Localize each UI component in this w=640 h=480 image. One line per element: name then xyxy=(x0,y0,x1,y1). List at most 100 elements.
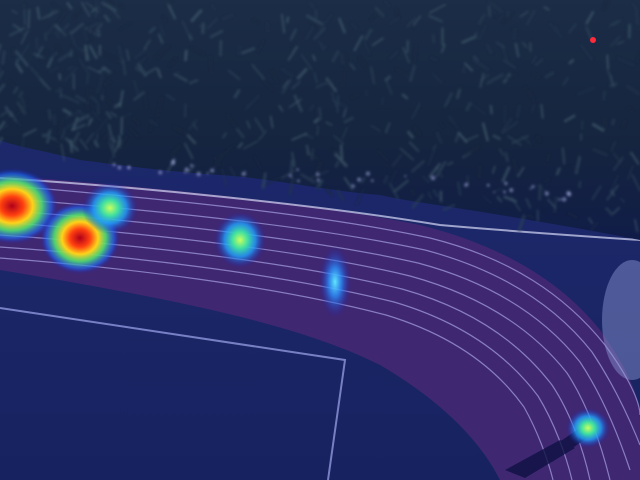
foliage-stroke xyxy=(229,166,236,178)
foliage-stroke xyxy=(96,103,100,115)
foliage-stroke xyxy=(524,197,532,209)
foliage-stroke xyxy=(473,31,478,40)
foliage-stroke xyxy=(280,13,286,34)
foliage-stroke xyxy=(157,33,164,44)
foliage-stroke xyxy=(291,132,308,141)
foliage-stroke xyxy=(187,118,199,131)
foliage-stroke xyxy=(438,121,445,128)
foliage-stroke xyxy=(540,104,544,119)
foliage-stroke xyxy=(527,214,535,219)
foliage-stroke xyxy=(277,104,284,112)
foliage-stroke xyxy=(100,50,120,63)
foliage-stroke xyxy=(108,141,116,158)
foliage-stroke xyxy=(523,86,534,99)
foliage-stroke xyxy=(304,26,315,41)
foliage-stroke xyxy=(514,42,520,58)
foliage-stroke xyxy=(343,116,355,124)
foliage-stroke xyxy=(358,56,371,73)
foliage-stroke xyxy=(612,206,621,215)
foliage-stroke xyxy=(14,117,22,127)
edge-speck xyxy=(370,179,374,182)
foliage-stroke xyxy=(568,23,577,34)
foliage-stroke xyxy=(134,66,148,76)
foliage-stroke xyxy=(0,120,6,130)
foliage-stroke xyxy=(548,22,563,38)
foliage-stroke xyxy=(258,130,267,141)
foliage-stroke xyxy=(83,30,88,42)
foliage-stroke xyxy=(482,195,493,204)
foliage-stroke xyxy=(631,174,640,192)
foliage-stroke xyxy=(422,175,430,184)
foliage-stroke xyxy=(183,49,188,62)
foliage-stroke xyxy=(99,71,115,81)
foliage-stroke xyxy=(149,117,155,133)
foliage-stroke xyxy=(66,65,74,71)
edge-speck xyxy=(404,175,407,178)
foliage-stroke xyxy=(233,88,241,99)
foliage-stroke xyxy=(300,53,313,71)
foliage-stroke xyxy=(63,66,79,83)
foliage-stroke xyxy=(591,147,609,157)
foliage-stroke xyxy=(307,0,316,9)
foliage-stroke xyxy=(479,72,485,88)
foliage-stroke xyxy=(41,131,51,139)
foliage-stroke xyxy=(371,37,385,47)
foliage-stroke xyxy=(611,118,616,126)
foliage-stroke xyxy=(609,19,621,27)
foliage-stroke xyxy=(410,159,426,173)
foliage-stroke xyxy=(119,21,132,32)
foliage-stroke xyxy=(385,78,393,96)
foliage-stroke xyxy=(488,0,504,14)
foliage-stroke xyxy=(402,47,410,64)
foliage-stroke xyxy=(89,95,99,103)
foliage-stroke xyxy=(333,135,345,145)
foliage-stroke xyxy=(492,134,502,141)
foliage-stroke xyxy=(472,54,480,62)
foliage-stroke xyxy=(463,62,474,72)
foliage-stroke xyxy=(516,166,525,178)
foliage-stroke xyxy=(213,156,221,167)
foliage-stroke xyxy=(353,35,364,52)
foliage-stroke xyxy=(330,98,349,109)
foliage-stroke xyxy=(172,125,190,137)
foliage-stroke xyxy=(156,67,162,79)
foliage-stroke xyxy=(562,76,570,86)
foliage-stroke xyxy=(156,96,163,117)
edge-speck xyxy=(206,172,209,175)
foliage-stroke xyxy=(355,188,365,206)
foliage-stroke xyxy=(591,122,605,133)
edge-speck xyxy=(531,184,535,189)
foliage-stroke xyxy=(60,143,66,162)
edge-speck xyxy=(365,171,371,176)
foliage-stroke xyxy=(501,120,519,135)
foliage-stroke xyxy=(477,165,482,179)
foliage-stroke xyxy=(313,26,327,41)
foliage-stroke xyxy=(101,132,110,141)
foliage-stroke xyxy=(394,8,400,19)
foliage-stroke xyxy=(8,26,26,37)
foliage-stroke xyxy=(413,45,417,65)
foliage-stroke xyxy=(607,69,616,88)
foliage-stroke xyxy=(21,132,25,150)
foliage-stroke xyxy=(253,117,265,133)
foliage-stroke xyxy=(58,116,65,136)
foliage-stroke xyxy=(22,128,37,137)
foliage-stroke xyxy=(97,30,101,37)
foliage-stroke xyxy=(245,120,251,130)
foliage-stroke xyxy=(311,54,317,62)
foliage-stroke xyxy=(14,49,30,68)
foliage-stroke xyxy=(18,91,27,110)
foliage-stroke xyxy=(442,203,456,212)
foliage-stroke xyxy=(59,28,67,37)
foliage-stroke xyxy=(132,90,146,102)
foliage-stroke xyxy=(210,4,217,12)
foliage-stroke xyxy=(636,51,640,64)
foliage-stroke xyxy=(538,184,542,201)
foliage-stroke xyxy=(27,9,31,29)
foliage-stroke xyxy=(118,135,128,150)
foliage-stroke xyxy=(55,44,63,57)
foliage-stroke xyxy=(333,152,349,168)
foliage-stroke xyxy=(634,219,639,233)
foliage-stroke xyxy=(206,17,219,30)
foliage-stroke xyxy=(313,161,323,180)
